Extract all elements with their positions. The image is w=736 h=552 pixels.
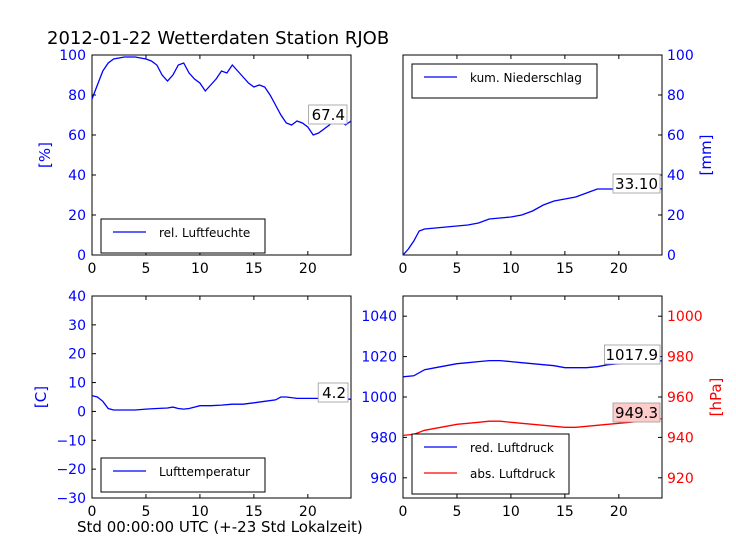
temperature-y-tick-label: 30 — [68, 318, 86, 334]
temperature-y-tick-label: −10 — [56, 433, 86, 449]
temperature-plot-frame — [91, 295, 352, 499]
humidity-x-tick-label: 10 — [191, 261, 209, 277]
pressure-y-tick-label-right: 1000 — [667, 309, 703, 325]
humidity-legend-label: rel. Luftfeuchte — [159, 226, 250, 240]
humidity-y-axis-label: [%] — [36, 142, 54, 168]
pressure-x-tick-label: 0 — [399, 504, 408, 520]
precipitation-y-tick-label-right: 100 — [667, 48, 694, 64]
temperature-annotation-box — [317, 382, 349, 403]
humidity-annotation: 67.4 — [312, 106, 345, 124]
humidity-y-tick-label: 20 — [68, 208, 86, 224]
humidity-x-tick-label: 0 — [88, 261, 97, 277]
humidity-y-tick-label: 100 — [59, 48, 86, 64]
humidity-annotation-box — [308, 104, 348, 125]
precipitation-y-tick-label-right: 80 — [667, 88, 685, 104]
temperature-y-tick-label: −20 — [56, 462, 86, 478]
pressure-annotation-box — [604, 344, 661, 365]
pressure-y-tick-label-right: 940 — [667, 430, 694, 446]
pressure-y-axis-label-right: [hPa] — [707, 378, 725, 417]
temperature-x-tick-label: 0 — [88, 504, 97, 520]
pressure-y-tick-label-right: 920 — [667, 471, 694, 487]
pressure-y-tick-label-right: 960 — [667, 390, 694, 406]
precipitation-annotation: 33.10 — [615, 175, 658, 193]
pressure-annotation: 949.3 — [615, 404, 658, 422]
pressure-y-tick-label: 1020 — [361, 350, 397, 366]
temperature-y-tick-label: 10 — [68, 376, 86, 392]
temperature-x-tick-label: 15 — [245, 504, 263, 520]
precipitation-series-line — [402, 188, 663, 256]
precipitation-x-tick-label: 5 — [452, 261, 461, 277]
pressure-legend-label: abs. Luftdruck — [470, 467, 555, 481]
precipitation-y-tick-label-right: 60 — [667, 128, 685, 144]
humidity-y-tick-label: 80 — [68, 88, 86, 104]
temperature-y-tick-label: −30 — [56, 491, 86, 507]
temperature-x-tick-label: 5 — [141, 504, 150, 520]
humidity-x-tick-label: 20 — [299, 261, 317, 277]
humidity-plot-frame — [91, 54, 352, 256]
temperature-series-line — [91, 394, 352, 411]
precipitation-x-tick-label: 20 — [610, 261, 628, 277]
precipitation-x-tick-label: 0 — [399, 261, 408, 277]
precipitation-y-tick-label-right: 40 — [667, 168, 685, 184]
temperature-y-tick-label: 0 — [77, 404, 86, 420]
humidity-x-tick-label: 5 — [141, 261, 150, 277]
pressure-x-tick-label: 10 — [502, 504, 520, 520]
pressure-y-tick-label: 1040 — [361, 309, 397, 325]
pressure-legend-label: red. Luftdruck — [470, 441, 554, 455]
pressure-x-tick-label: 15 — [556, 504, 574, 520]
pressure-y-tick-label: 1000 — [361, 390, 397, 406]
precipitation-panel: 0 5 10 15 20 0 20 40 60 80 100 [mm] 33.10 kum. Nieder… — [399, 48, 715, 277]
pressure-panel: 0 5 10 15 20 960 980 1000 1020 1040 920 940 960 980 10… — [361, 295, 725, 520]
pressure-annotation-box — [612, 402, 661, 423]
temperature-y-tick-label: 40 — [68, 289, 86, 305]
pressure-x-tick-label: 5 — [452, 504, 461, 520]
pressure-series-line — [402, 417, 663, 437]
pressure-y-tick-label-right: 980 — [667, 350, 694, 366]
temperature-legend-box — [100, 457, 266, 493]
temperature-legend-label: Lufttemperatur — [159, 465, 250, 479]
temperature-x-tick-label: 20 — [299, 504, 317, 520]
temperature-x-tick-label: 10 — [191, 504, 209, 520]
precipitation-legend-box — [411, 63, 598, 99]
precipitation-y-axis-label: [mm] — [697, 135, 715, 176]
humidity-legend-box — [100, 218, 266, 254]
humidity-panel: 0 5 10 15 20 0 20 40 60 80 100 [%] 67.4 rel. Luftfeuc… — [36, 48, 352, 277]
precipitation-legend-label: kum. Niederschlag — [470, 71, 582, 85]
bottom-x-axis-label: Std 00:00:00 UTC (+-23 Std Lokalzeit) — [77, 518, 363, 536]
precipitation-y-tick-label-right: 0 — [667, 248, 676, 264]
pressure-y-tick-label: 980 — [370, 430, 397, 446]
precipitation-x-tick-label: 15 — [556, 261, 574, 277]
humidity-y-tick-label: 0 — [77, 248, 86, 264]
pressure-y-tick-label: 960 — [370, 471, 397, 487]
humidity-x-tick-label: 15 — [245, 261, 263, 277]
pressure-legend-box — [411, 433, 570, 495]
temperature-annotation: 4.2 — [322, 384, 346, 402]
humidity-series-line — [91, 56, 352, 136]
temperature-panel: 0 5 10 15 20 −30 −20 −10 0 10 20 30 40 [C] 4.2 Lufttemp… — [32, 289, 352, 520]
precipitation-x-tick-label: 10 — [502, 261, 520, 277]
figure-title: 2012-01-22 Wetterdaten Station RJOB — [47, 28, 389, 49]
temperature-y-tick-label: 20 — [68, 347, 86, 363]
precipitation-plot-frame — [402, 54, 663, 256]
humidity-y-tick-label: 40 — [68, 168, 86, 184]
temperature-y-axis-label: [C] — [32, 386, 50, 408]
precipitation-annotation-box — [612, 173, 661, 194]
precipitation-y-tick-label-right: 20 — [667, 208, 685, 224]
humidity-y-tick-label: 60 — [68, 128, 86, 144]
pressure-annotation: 1017.9 — [606, 346, 659, 364]
pressure-x-tick-label: 20 — [610, 504, 628, 520]
